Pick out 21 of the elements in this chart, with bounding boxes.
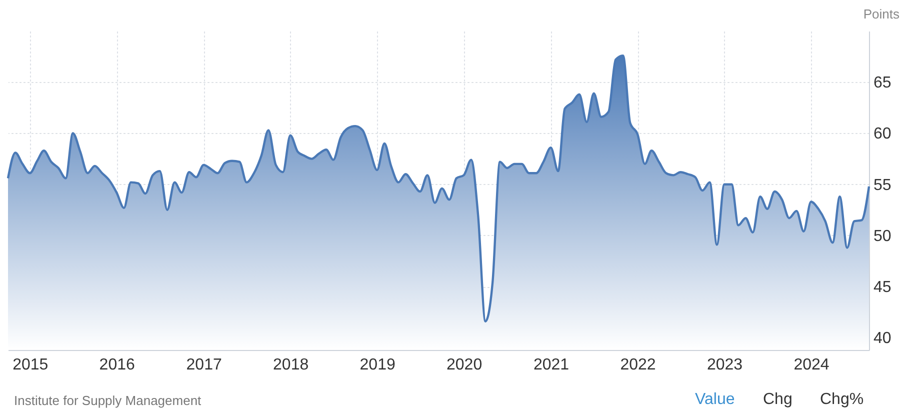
x-tick-label: 2022: [620, 356, 656, 374]
y-tick-label: 60: [874, 126, 892, 143]
x-tick-label: 2023: [706, 356, 743, 374]
x-tick-label: 2018: [273, 356, 309, 374]
y-tick-label: 40: [874, 330, 892, 348]
y-tick-label: 50: [874, 228, 892, 245]
text: Chg: [763, 391, 792, 409]
x-tick-label: 2016: [99, 356, 136, 374]
x-tick-label: 2015: [12, 356, 48, 374]
x-tick-label: 2019: [360, 356, 396, 374]
y-axis-title: Points: [863, 6, 900, 22]
x-tick-label: 2020: [446, 356, 482, 374]
text: Chg%: [820, 391, 864, 409]
x-tick-label: 2024: [794, 356, 830, 374]
y-tick-label: 55: [874, 176, 892, 194]
y-tick-label: 45: [874, 279, 892, 296]
x-tick-label: 2021: [533, 356, 570, 374]
y-tick-label: 65: [874, 74, 892, 92]
text: Institute for Supply Management: [14, 393, 202, 408]
x-tick-label: 2017: [186, 356, 222, 374]
text: Value: [695, 391, 735, 409]
